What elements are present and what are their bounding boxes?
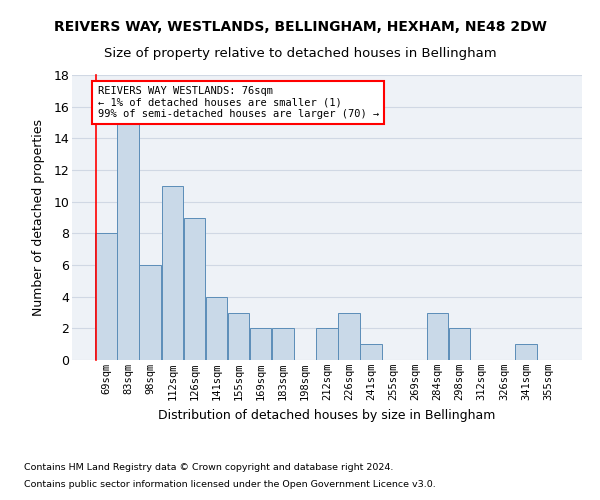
Bar [161, 186, 183, 360]
Text: REIVERS WAY, WESTLANDS, BELLINGHAM, HEXHAM, NE48 2DW: REIVERS WAY, WESTLANDS, BELLINGHAM, HEXH… [53, 20, 547, 34]
Bar [272, 328, 293, 360]
Bar [206, 296, 227, 360]
Bar [427, 312, 448, 360]
Bar [449, 328, 470, 360]
Text: Contains public sector information licensed under the Open Government Licence v3: Contains public sector information licen… [24, 480, 436, 489]
Text: REIVERS WAY WESTLANDS: 76sqm
← 1% of detached houses are smaller (1)
99% of semi: REIVERS WAY WESTLANDS: 76sqm ← 1% of det… [98, 86, 379, 120]
Bar [228, 312, 249, 360]
Bar [184, 218, 205, 360]
X-axis label: Distribution of detached houses by size in Bellingham: Distribution of detached houses by size … [158, 408, 496, 422]
Bar [316, 328, 338, 360]
Bar [139, 265, 161, 360]
Text: Size of property relative to detached houses in Bellingham: Size of property relative to detached ho… [104, 48, 496, 60]
Y-axis label: Number of detached properties: Number of detached properties [32, 119, 45, 316]
Bar [95, 234, 116, 360]
Bar [250, 328, 271, 360]
Bar [117, 122, 139, 360]
Text: Contains HM Land Registry data © Crown copyright and database right 2024.: Contains HM Land Registry data © Crown c… [24, 464, 394, 472]
Bar [338, 312, 360, 360]
Bar [515, 344, 537, 360]
Bar [361, 344, 382, 360]
